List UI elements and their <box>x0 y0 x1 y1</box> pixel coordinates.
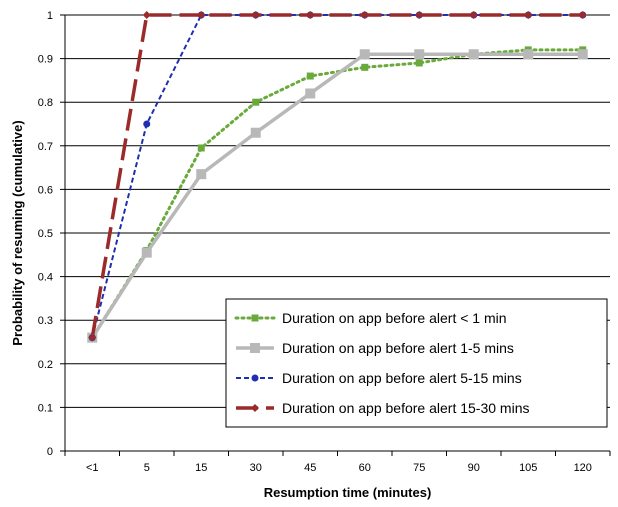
x-tick-label: <1 <box>86 462 99 474</box>
data-point <box>143 120 151 128</box>
series-line <box>90 13 583 338</box>
series-line <box>90 48 585 340</box>
legend-item: Duration on app before alert 15-30 mins <box>236 400 529 416</box>
legend-label: Duration on app before alert 1-5 mins <box>282 340 514 356</box>
x-tick-label: 90 <box>468 462 480 474</box>
data-point <box>142 11 151 19</box>
y-tick-label: 0.2 <box>38 359 53 371</box>
x-tick-label: 105 <box>519 462 537 474</box>
legend-item: Duration on app before alert 1-5 mins <box>236 340 514 356</box>
data-point <box>577 49 588 60</box>
legend-box <box>225 298 608 428</box>
series-3 <box>88 11 587 342</box>
y-tick-label: 0.7 <box>38 141 53 153</box>
x-axis-title: Resumption time (minutes) <box>264 485 432 500</box>
y-tick-label: 0.3 <box>38 315 53 327</box>
data-point <box>141 247 152 258</box>
data-point <box>468 49 479 60</box>
y-tick-label: 0.5 <box>38 228 53 240</box>
x-tick-label: 75 <box>413 462 425 474</box>
y-tick-label: 0 <box>47 446 53 458</box>
data-point <box>305 88 316 99</box>
legend-item: Duration on app before alert 5-15 mins <box>236 370 522 386</box>
data-point <box>197 144 205 152</box>
y-axis-title: Probability of resuming (cumulative) <box>10 120 25 345</box>
x-tick-label: 5 <box>144 462 150 474</box>
y-tick-label: 0.9 <box>38 54 53 66</box>
x-tick-label: 30 <box>250 462 262 474</box>
data-point <box>360 11 369 19</box>
axes <box>60 14 611 456</box>
legend-label: Duration on app before alert < 1 min <box>282 310 507 326</box>
data-point <box>414 49 425 60</box>
data-point <box>250 343 260 353</box>
data-point <box>251 404 259 412</box>
x-tick-label: 60 <box>359 462 371 474</box>
y-tick-label: 0.4 <box>38 272 53 284</box>
y-tick-label: 0.8 <box>38 97 53 109</box>
x-tick-labels: <1 5 15 30 45 60 75 90 105 120 <box>86 462 592 474</box>
y-tick-label: 0.1 <box>38 402 53 414</box>
series-line <box>91 14 583 338</box>
y-tick-labels: 0 0.1 0.2 0.3 0.4 0.5 0.6 0.7 0.8 0.9 1 <box>38 10 53 458</box>
data-point <box>415 59 423 67</box>
data-point <box>361 63 369 71</box>
data-point <box>359 49 370 60</box>
legend-label: Duration on app before alert 15-30 mins <box>282 400 529 416</box>
data-point <box>469 11 478 19</box>
legend-item: Duration on app before alert < 1 min <box>234 310 507 326</box>
y-tick-label: 1 <box>47 10 53 22</box>
legend: Duration on app before alert < 1 min Dura… <box>225 298 608 428</box>
legend-label: Duration on app before alert 5-15 mins <box>282 370 522 386</box>
data-point <box>578 11 587 19</box>
data-point <box>251 11 260 19</box>
data-point <box>306 11 315 19</box>
y-tick-label: 0.6 <box>38 184 53 196</box>
data-point <box>415 11 424 19</box>
x-tick-label: 120 <box>574 462 592 474</box>
data-point <box>88 333 97 342</box>
data-point <box>524 11 533 19</box>
data-point <box>250 127 261 138</box>
data-point <box>251 314 259 322</box>
series <box>87 11 588 343</box>
data-point <box>251 374 259 382</box>
series-line <box>90 52 583 339</box>
data-point <box>306 72 314 80</box>
x-tick-label: 15 <box>195 462 207 474</box>
data-point <box>523 49 534 60</box>
data-point <box>197 11 206 19</box>
series-4 <box>88 11 587 342</box>
data-point <box>252 98 260 106</box>
data-point <box>196 169 207 180</box>
x-tick-label: 45 <box>304 462 316 474</box>
